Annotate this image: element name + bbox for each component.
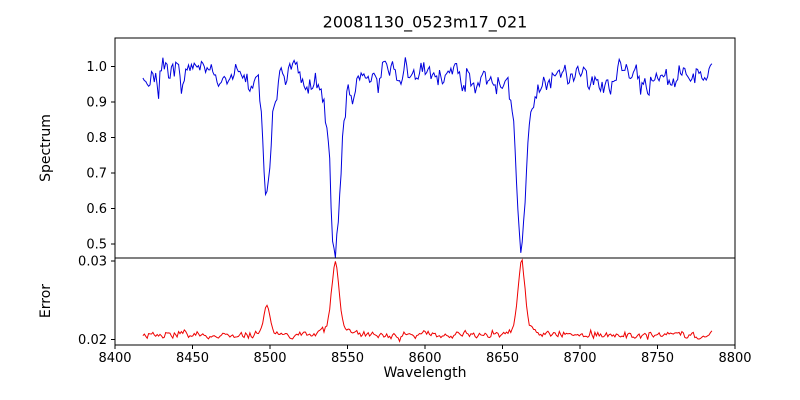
x-tick-label: 8650 [486,351,519,366]
x-tick-label: 8550 [331,351,364,366]
x-axis-label: Wavelength [383,365,467,381]
y-tick-label: 0.03 [78,255,107,270]
y-tick-label: 0.02 [78,333,107,348]
y-tick-label: 0.7 [86,166,107,181]
x-tick-label: 8500 [253,351,286,366]
y-tick-label: 0.5 [86,237,107,252]
x-tick-label: 8700 [563,351,596,366]
y-tick-label: 0.8 [86,131,107,146]
error-line [142,258,713,343]
y-tick-label: 0.9 [86,95,107,110]
x-tick-label: 8800 [718,351,751,366]
x-tick-label: 8600 [408,351,441,366]
y-tick-label: 0.6 [86,202,107,217]
spectrum-line [142,57,713,258]
y-tick-label: 1.0 [86,60,107,75]
x-tick-label: 8750 [641,351,674,366]
plot-title: 20081130_0523m17_021 [322,12,528,32]
x-tick-label: 8400 [98,351,131,366]
x-tick-label: 8450 [176,351,209,366]
